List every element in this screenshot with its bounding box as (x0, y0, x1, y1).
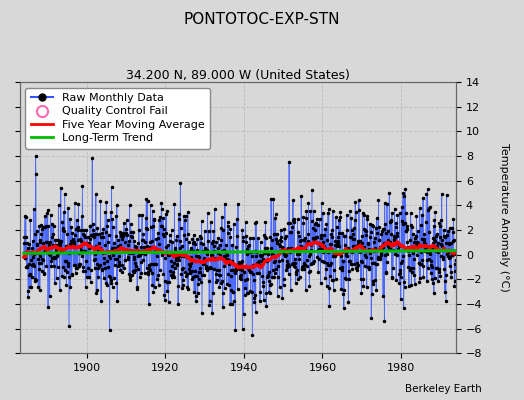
Y-axis label: Temperature Anomaly (°C): Temperature Anomaly (°C) (499, 143, 509, 292)
Text: PONTOTOC-EXP-STN: PONTOTOC-EXP-STN (184, 12, 340, 27)
Title: 34.200 N, 89.000 W (United States): 34.200 N, 89.000 W (United States) (126, 69, 350, 82)
Legend: Raw Monthly Data, Quality Control Fail, Five Year Moving Average, Long-Term Tren: Raw Monthly Data, Quality Control Fail, … (26, 88, 211, 149)
Text: Berkeley Earth: Berkeley Earth (406, 384, 482, 394)
